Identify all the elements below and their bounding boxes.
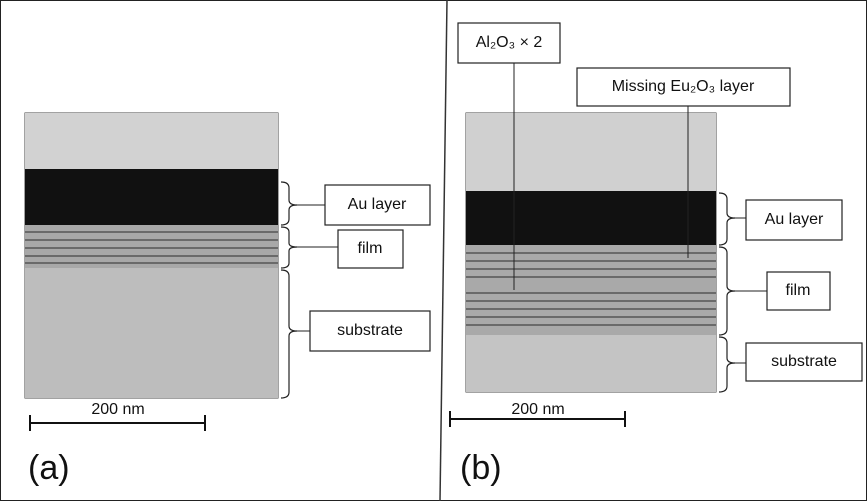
label-box [745,342,863,382]
layer-label: Au layer [765,211,824,228]
scale-bar [449,411,626,427]
tem-image-a [24,112,279,399]
label-box [576,67,791,107]
layer-label: Au layer [348,196,407,213]
label-box [457,22,561,64]
panel-label: (a) [28,449,70,487]
tem-image-b [465,112,717,393]
label-box [324,184,431,226]
panel-label: (b) [460,449,502,487]
layer-label: substrate [337,322,403,339]
layer-label: film [786,282,811,299]
scale-label: 200 nm [511,401,564,418]
layer-label: substrate [771,353,837,370]
annotation: Missing Eu₂O₃ layer [612,78,755,95]
scale-bar [29,415,206,431]
divider [439,0,448,501]
annotation: Al₂O₃ × 2 [476,34,543,51]
scale-label: 200 nm [91,401,144,418]
layer-label: film [358,240,383,257]
label-box [337,229,404,269]
label-box [309,310,431,352]
label-box [745,199,843,241]
label-box [766,271,831,311]
